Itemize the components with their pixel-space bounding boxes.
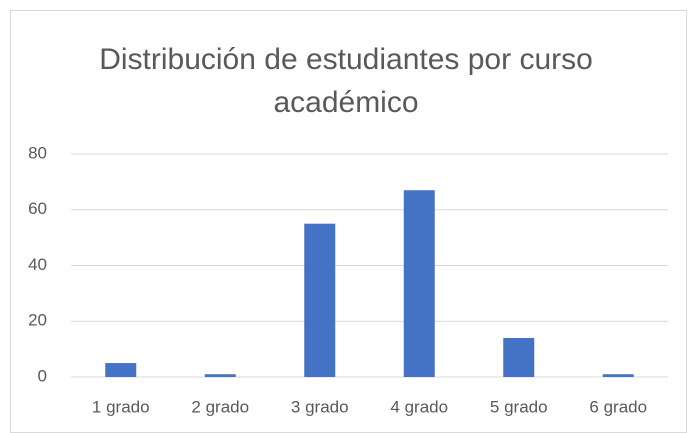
y-tick-label: 80 [28,143,47,162]
x-tick-label: 5 grado [490,397,548,416]
y-tick-label: 0 [38,366,47,385]
bar [204,374,236,377]
bar [602,374,634,377]
bar [105,363,137,377]
x-tick-label: 3 grado [291,397,349,416]
x-tick-label: 4 grado [390,397,448,416]
bar [403,190,435,377]
y-tick-label: 20 [28,311,47,330]
y-tick-label: 40 [28,255,47,274]
bar [503,337,535,377]
x-tick-label: 6 grado [589,397,647,416]
y-tick-label: 60 [28,199,47,218]
x-tick-label: 1 grado [92,397,150,416]
chart-title: Distribución de estudiantes por curso ac… [99,43,593,119]
bar [304,223,336,377]
x-tick-label: 2 grado [191,397,249,416]
